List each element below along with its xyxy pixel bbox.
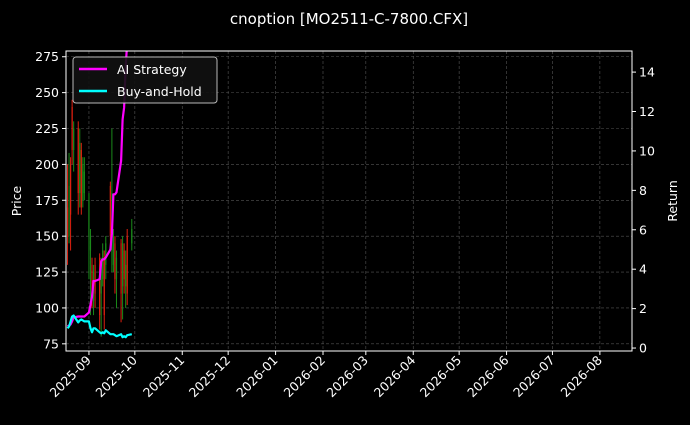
candle-body [126, 236, 128, 294]
x-tick-label: 2025-11 [140, 353, 188, 401]
y-tick-label: 175 [35, 193, 59, 208]
candle-body [102, 250, 104, 280]
y-tick-label: 125 [35, 265, 59, 280]
legend-box [72, 56, 218, 104]
grid [66, 51, 632, 351]
candle-body [99, 257, 101, 316]
y2-axis-label: Return [665, 180, 680, 221]
chart-title: cnoption [MO2511-C-7800.CFX] [230, 10, 468, 28]
x-tick-label: 2026-05 [417, 353, 465, 401]
candles [66, 99, 133, 337]
candle-body [80, 150, 82, 208]
candle-body [88, 200, 90, 237]
candle-body [109, 185, 111, 237]
legend: AI Strategy Buy-and-Hold [72, 56, 218, 104]
candle-body [73, 128, 75, 151]
x-tick-label: 2026-03 [323, 353, 371, 401]
y-tick-label: 100 [35, 300, 59, 315]
candle-body [131, 228, 133, 244]
lines [66, 51, 133, 339]
candle-body [89, 236, 92, 251]
candle-body [66, 207, 69, 237]
x-tick-label: 2026-02 [281, 353, 329, 401]
candle-body [112, 236, 115, 265]
candle-body [122, 243, 124, 287]
x-tick-label: 2025-12 [186, 353, 234, 401]
candle-body [69, 164, 72, 215]
x-tick-label: 2026-06 [464, 352, 512, 400]
y2-tick-label: 12 [639, 104, 655, 119]
candle-body [82, 164, 84, 201]
y-tick-label: 200 [35, 157, 59, 172]
candle-body [71, 106, 73, 151]
y-tick-label: 75 [43, 336, 59, 351]
y-axis-label: Price [9, 185, 24, 216]
x-tick-label: 2026-08 [557, 352, 605, 400]
y-tick-label: 225 [35, 121, 59, 136]
y-tick-label: 275 [35, 49, 59, 64]
candle-body [105, 243, 107, 265]
plot-frame [65, 50, 633, 352]
candle-body [91, 264, 93, 301]
legend-bh-label: Buy-and-Hold [117, 84, 202, 99]
x-tick-label: 2026-04 [371, 352, 419, 400]
y2-tick-label: 0 [639, 341, 647, 356]
candle-body [77, 128, 79, 194]
ai-strategy-line [66, 51, 128, 328]
candle-body [114, 243, 116, 280]
candle-body [120, 243, 122, 294]
x-tick-label: 2025-09 [47, 352, 95, 400]
candle-body [100, 264, 102, 294]
candle-body [123, 250, 125, 280]
y2-tick-label: 8 [639, 183, 647, 198]
y2-tick-label: 2 [639, 301, 647, 316]
y2-tick-label: 10 [639, 143, 655, 158]
y-tick-label: 250 [35, 85, 59, 100]
x-tick-label: 2026-01 [233, 353, 281, 401]
candle-body [115, 257, 118, 280]
y-tick-label: 150 [35, 229, 59, 244]
buy-and-hold-line [66, 314, 133, 339]
candle-body [103, 257, 105, 316]
legend-ai-label: AI Strategy [117, 62, 187, 77]
candle-body [68, 185, 70, 237]
y2-tick-label: 4 [639, 262, 647, 277]
candle-body [94, 264, 96, 294]
x-tick-label: 2025-10 [92, 352, 140, 400]
y2-tick-label: 14 [639, 65, 655, 80]
x-tick-label: 2026-07 [510, 353, 558, 401]
candle-body [79, 142, 81, 194]
y2-tick-label: 6 [639, 222, 647, 237]
candle-body [83, 171, 85, 194]
candle-body [125, 264, 127, 287]
